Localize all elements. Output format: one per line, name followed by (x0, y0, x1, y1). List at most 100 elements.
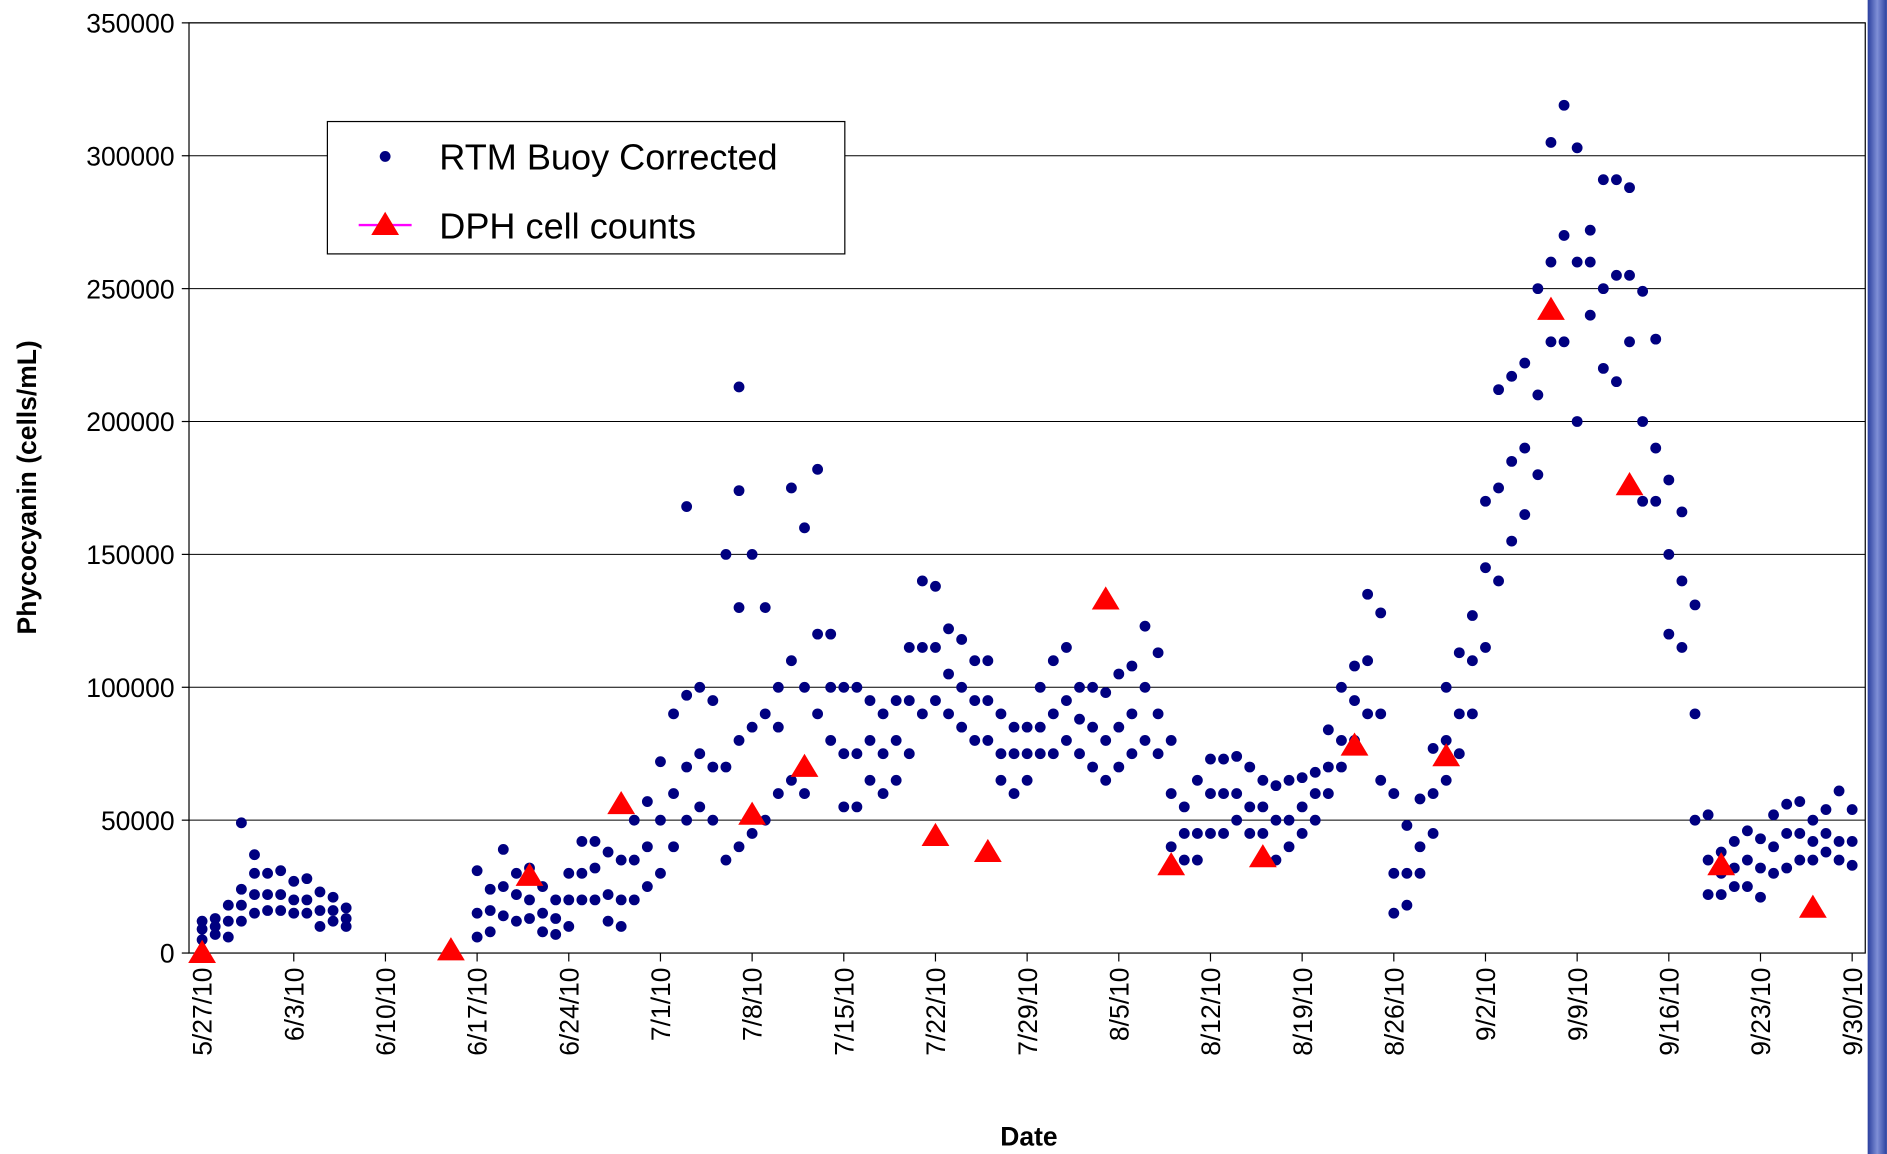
count-point (1798, 894, 1827, 918)
buoy-point (1414, 841, 1426, 853)
buoy-point (1008, 788, 1020, 799)
buoy-point (1611, 376, 1622, 388)
buoy-point (615, 854, 627, 866)
buoy-point (1375, 774, 1387, 786)
buoy-point (1205, 753, 1216, 765)
buoy-point (484, 905, 496, 916)
buoy-point (812, 708, 824, 720)
buoy-point (1571, 256, 1583, 268)
buoy-point (1545, 256, 1557, 268)
buoy-point (209, 913, 221, 924)
buoy-point (1191, 854, 1203, 866)
buoy-point (995, 748, 1007, 760)
buoy-point (1414, 867, 1426, 879)
buoy-point (1440, 681, 1452, 693)
buoy-point (1414, 793, 1426, 805)
buoy-point (707, 814, 719, 826)
buoy-point (1257, 828, 1269, 839)
buoy-point (668, 841, 679, 853)
buoy-point (262, 889, 273, 900)
marks (188, 99, 1858, 963)
buoy-point (1047, 748, 1059, 760)
buoy-point (733, 602, 745, 613)
buoy-point (1755, 862, 1766, 874)
buoy-point (1283, 774, 1295, 786)
buoy-point (1401, 899, 1413, 911)
buoy-point (1807, 854, 1819, 866)
buoy-point (510, 889, 522, 900)
buoy-point (1362, 588, 1374, 600)
buoy-point (1453, 708, 1465, 720)
buoy-point (1322, 724, 1334, 736)
buoy-point (864, 695, 876, 706)
buoy-point (655, 814, 666, 826)
x-tick-label: 9/16/10 (1654, 967, 1684, 1055)
buoy-point (916, 641, 928, 653)
buoy-point (681, 814, 693, 826)
buoy-point (510, 915, 522, 927)
buoy-point (1611, 174, 1622, 186)
buoy-point (1506, 370, 1518, 382)
buoy-point (589, 862, 601, 874)
x-tick-label: 9/30/10 (1838, 967, 1868, 1055)
count-point (738, 801, 767, 825)
legend-label: RTM Buoy Corrected (439, 137, 777, 178)
buoy-point (1126, 660, 1138, 672)
buoy-point (877, 748, 889, 760)
buoy-point (1296, 772, 1308, 784)
y-tick-label: 200000 (86, 407, 174, 437)
buoy-point (1755, 833, 1766, 845)
legend-label: DPH cell counts (439, 205, 696, 246)
buoy-point (471, 931, 483, 943)
buoy-point (969, 735, 981, 746)
buoy-point (733, 841, 745, 853)
buoy-point (301, 894, 313, 906)
buoy-point (1152, 748, 1164, 760)
buoy-point (1597, 362, 1609, 374)
buoy-point (1231, 750, 1243, 762)
legend: RTM Buoy Corrected DPH cell counts (326, 120, 846, 255)
buoy-point (563, 867, 575, 879)
buoy-point (903, 641, 915, 653)
buoy-point (1820, 846, 1832, 858)
buoy-point (1453, 748, 1465, 760)
buoy-point (1689, 814, 1701, 826)
x-tick-label: 8/19/10 (1288, 967, 1318, 1055)
buoy-point (602, 889, 614, 900)
buoy-point (1755, 891, 1766, 903)
buoy-point (1650, 442, 1662, 454)
buoy-point (1846, 804, 1858, 815)
buoy-point (668, 788, 679, 799)
buoy-point (1584, 309, 1596, 321)
buoy-point (615, 894, 627, 906)
buoy-point (1466, 708, 1478, 720)
buoy-point (982, 655, 994, 667)
buoy-point (1231, 788, 1243, 799)
buoy-point (497, 843, 509, 855)
buoy-point (1139, 735, 1151, 746)
buoy-point (1493, 384, 1504, 396)
buoy-point (890, 735, 902, 746)
buoy-point (589, 836, 601, 847)
buoy-point (759, 602, 771, 613)
buoy-point (655, 867, 666, 879)
buoy-point (563, 894, 575, 906)
buoy-point (903, 748, 915, 760)
buoy-point (1100, 735, 1112, 746)
buoy-point (825, 735, 837, 746)
buoy-point (1493, 575, 1504, 587)
buoy-point (838, 801, 850, 813)
buoy-point (235, 899, 247, 911)
buoy-point (1833, 785, 1845, 797)
buoy-point (275, 889, 287, 900)
buoy-point (1440, 735, 1452, 746)
buoy-point (1021, 721, 1033, 733)
x-tick-label: 7/15/10 (829, 967, 859, 1055)
buoy-point (1087, 761, 1099, 773)
buoy-point (1820, 828, 1832, 839)
buoy-point (877, 788, 889, 799)
y-tick-label: 0 (160, 939, 175, 969)
buoy-point (1205, 828, 1216, 839)
buoy-point (930, 580, 941, 592)
